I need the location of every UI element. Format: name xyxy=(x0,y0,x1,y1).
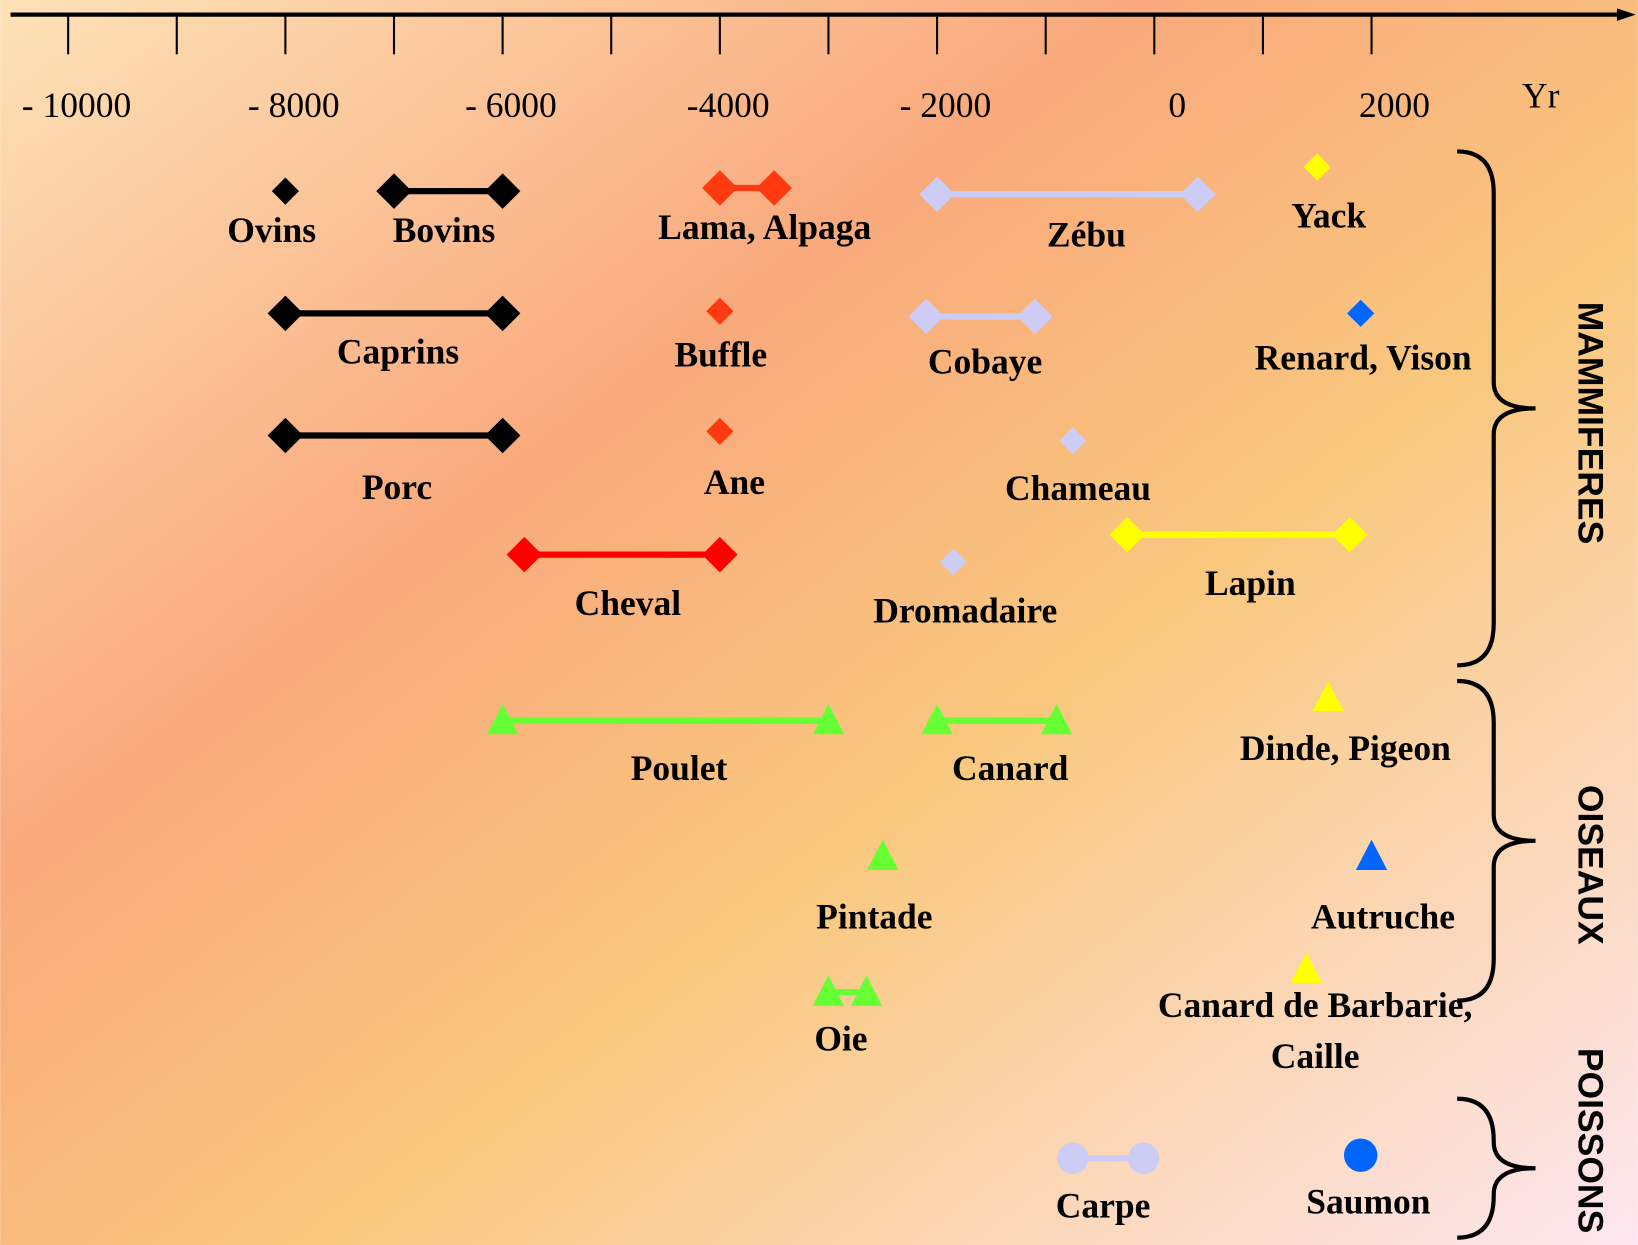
item-label: Bovins xyxy=(393,210,496,250)
item-label: Porc xyxy=(362,467,432,507)
item-label: Dromadaire xyxy=(873,590,1057,630)
x-tick-label: - 8000 xyxy=(248,85,340,125)
circle-marker xyxy=(1343,1138,1378,1172)
group-label: POISSONS xyxy=(1570,1048,1610,1233)
triangle-marker xyxy=(1290,952,1323,983)
item-label: Dinde, Pigeon xyxy=(1240,728,1451,768)
item-label: Oie xyxy=(814,1019,867,1059)
circle-marker xyxy=(1057,1142,1089,1174)
item-label: Chameau xyxy=(1005,468,1151,508)
diamond-marker xyxy=(267,417,304,454)
triangle-marker xyxy=(921,703,953,735)
axis-label: Yr xyxy=(1522,75,1560,115)
item-label: Canard de Barbarie, Caille xyxy=(1158,985,1473,1076)
group-label: OISEAUX xyxy=(1570,785,1610,945)
x-tick-label: -4000 xyxy=(687,85,770,125)
triangle-marker xyxy=(867,839,899,871)
item-label: Yack xyxy=(1291,195,1366,235)
item-label: Pintade xyxy=(816,896,932,936)
item-label: Ane xyxy=(704,462,765,502)
x-tick-label: - 10000 xyxy=(22,85,131,125)
diamond-marker xyxy=(702,536,738,573)
item-label: Cheval xyxy=(575,583,682,623)
item-label: Lapin xyxy=(1205,563,1296,603)
diamond-marker xyxy=(919,176,955,213)
item-label: Autruche xyxy=(1311,896,1455,936)
group-brace xyxy=(1457,678,1536,1003)
group-brace xyxy=(1457,149,1536,668)
item-label: Renard, Vison xyxy=(1255,338,1472,378)
group-brace xyxy=(1457,1096,1536,1240)
x-tick-label: 0 xyxy=(1168,85,1186,125)
circle-marker xyxy=(1127,1142,1160,1174)
item-label: Saumon xyxy=(1306,1181,1431,1221)
x-tick-label: - 6000 xyxy=(465,85,557,125)
triangle-marker xyxy=(1312,680,1344,712)
item-label: Cobaye xyxy=(928,342,1042,382)
x-tick-label: 2000 xyxy=(1359,85,1430,125)
triangle-marker xyxy=(812,703,845,735)
diamond-marker xyxy=(271,177,299,205)
diamond-marker xyxy=(506,536,543,573)
item-label: Poulet xyxy=(631,748,728,788)
diamond-marker xyxy=(702,170,738,206)
diamond-marker xyxy=(939,548,967,576)
triangle-marker xyxy=(486,703,519,735)
item-label: Lama, Alpaga xyxy=(658,207,871,247)
triangle-marker xyxy=(1355,839,1388,871)
item-label: Buffle xyxy=(674,334,767,374)
triangle-marker xyxy=(1040,703,1073,735)
x-tick-label: - 2000 xyxy=(900,85,992,125)
item-label: Carpe xyxy=(1056,1186,1151,1226)
diamond-marker xyxy=(1179,176,1216,213)
item-label: Caprins xyxy=(337,331,459,371)
triangle-marker xyxy=(850,975,883,1006)
diamond-marker xyxy=(267,295,304,332)
item-label: Ovins xyxy=(227,210,316,250)
group-label: MAMMIFERES xyxy=(1570,302,1610,545)
item-label: Zébu xyxy=(1047,214,1126,254)
diamond-marker xyxy=(756,170,792,206)
item-label: Canard xyxy=(952,748,1069,788)
triangle-marker xyxy=(812,975,845,1006)
axis-arrow xyxy=(1616,8,1636,21)
